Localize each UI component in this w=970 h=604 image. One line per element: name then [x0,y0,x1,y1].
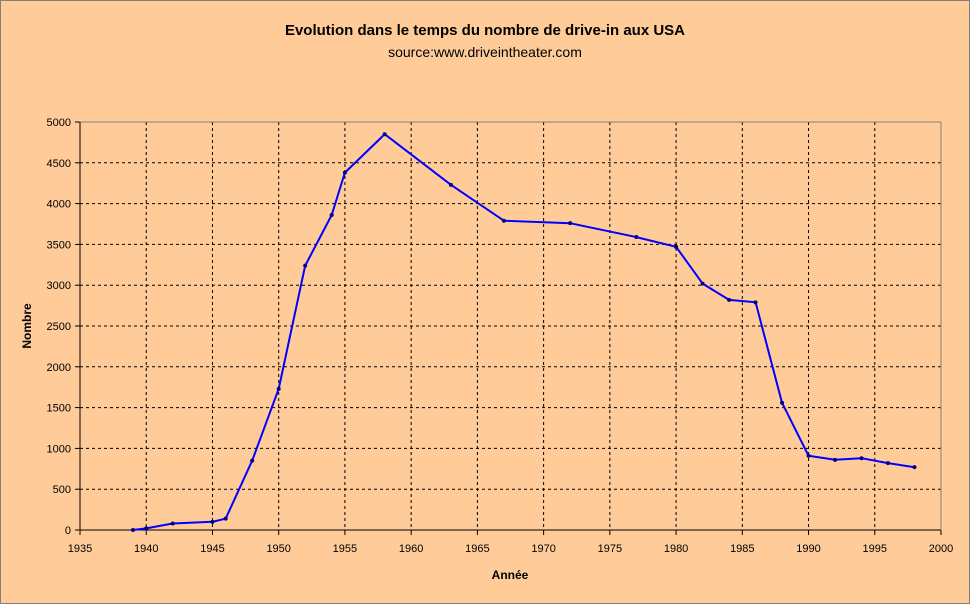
data-point [833,457,838,462]
data-point [448,182,453,187]
y-tick-label: 2000 [47,362,71,374]
axes-layer [75,121,942,535]
data-point [700,281,705,286]
x-tick-label: 1990 [796,543,820,555]
data-point [674,244,679,249]
y-tick-label: 4500 [47,158,71,170]
chart-subtitle: source:www.driveintheater.com [388,44,582,60]
data-point [342,170,347,175]
data-point [170,521,175,526]
data-point [806,453,811,458]
data-point [886,461,891,466]
y-tick-label: 500 [53,484,71,496]
y-axis-label: Nombre [20,303,34,349]
x-tick-label: 1960 [399,543,423,555]
x-tick-label: 2000 [929,543,953,555]
data-point [144,526,149,531]
data-point [130,528,135,532]
data-point [780,400,785,405]
y-tick-label: 5000 [47,117,71,129]
data-point [382,132,387,137]
data-point [329,213,334,218]
x-tick-label: 1980 [664,543,688,555]
chart-title: Evolution dans le temps du nombre de dri… [284,22,686,39]
x-tick-label: 1985 [730,543,754,555]
x-tick-label: 1945 [200,543,224,555]
x-tick-label: 1950 [266,543,290,555]
y-tick-label: 3500 [47,239,71,251]
data-point [912,465,917,470]
x-tick-label: 1965 [465,543,489,555]
series-layer [130,132,917,532]
data-point [568,221,573,226]
x-tick-label: 1995 [863,543,887,555]
data-point [501,218,506,223]
y-tick-label: 3000 [47,280,71,292]
x-tick-label: 1970 [531,543,555,555]
data-point [223,516,228,521]
y-tick-label: 4000 [47,199,71,211]
ticks-layer: 0 500 1000 1500 2000 2500 3000 3500 4000 4500 5000… [47,117,954,555]
x-axis-label: Année [492,568,529,582]
data-point [276,386,281,391]
grid-layer [80,121,942,530]
data-point [727,297,732,302]
y-tick-label: 1500 [47,403,71,415]
x-tick-label: 1935 [68,543,92,555]
y-tick-label: 2500 [47,321,71,333]
data-point [210,519,215,524]
data-point [753,300,758,305]
y-tick-label: 1000 [47,443,71,455]
data-point [250,458,255,463]
data-point [634,235,639,240]
x-tick-label: 1940 [134,543,158,555]
x-tick-label: 1975 [598,543,622,555]
plot-area [80,122,941,530]
x-tick-label: 1955 [333,543,357,555]
y-tick-label: 0 [65,525,71,537]
data-point [859,456,864,461]
data-point [303,263,308,268]
